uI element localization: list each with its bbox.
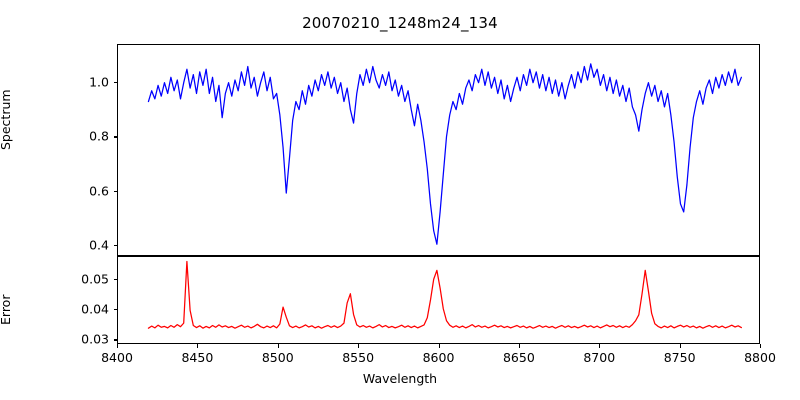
x-tick (117, 344, 119, 348)
error-y-tick (113, 309, 117, 311)
error-line-series (118, 257, 759, 343)
spectrum-y-tick-label: 0.4 (89, 237, 109, 253)
x-tick-label: 8400 (101, 350, 133, 365)
x-tick (358, 344, 360, 348)
x-tick-label: 8550 (342, 350, 375, 365)
spectrum-line-series (118, 45, 759, 255)
wavelength-axis-label: Wavelength (362, 371, 438, 386)
spectrum-y-tick (113, 82, 117, 84)
x-tick-label: 8500 (261, 350, 294, 365)
error-y-tick-label: 0.05 (81, 271, 109, 287)
spectrum-y-tick (113, 136, 117, 138)
x-tick-label: 8450 (181, 350, 214, 365)
error-y-tick-label: 0.04 (81, 301, 109, 317)
spectrum-y-tick-label: 0.8 (89, 128, 109, 144)
spectrum-y-tick (113, 245, 117, 247)
x-tick (679, 344, 681, 348)
x-tick-label: 8600 (422, 350, 455, 365)
x-tick (518, 344, 520, 348)
x-tick (599, 344, 601, 348)
spectrum-y-tick-label: 1.0 (89, 74, 109, 90)
spectrum-plot-area (117, 44, 760, 256)
x-tick-label: 8800 (744, 350, 776, 365)
spectrum-axis-label: Spectrum (0, 89, 13, 150)
error-y-tick (113, 278, 117, 280)
page-title: 20070210_1248m24_134 (302, 14, 498, 32)
spectrum-y-tick (113, 190, 117, 192)
x-tick (197, 344, 199, 348)
x-tick-label: 8700 (583, 350, 616, 365)
x-tick (438, 344, 440, 348)
x-tick-label: 8750 (663, 350, 696, 365)
error-plot-area (117, 256, 760, 344)
x-tick-label: 8650 (502, 350, 535, 365)
error-y-tick (113, 339, 117, 341)
x-tick (760, 344, 762, 348)
spectrum-y-tick-label: 0.6 (89, 183, 109, 199)
error-y-tick-label: 0.03 (81, 331, 109, 347)
error-axis-label: Error (0, 294, 13, 325)
x-tick (277, 344, 279, 348)
